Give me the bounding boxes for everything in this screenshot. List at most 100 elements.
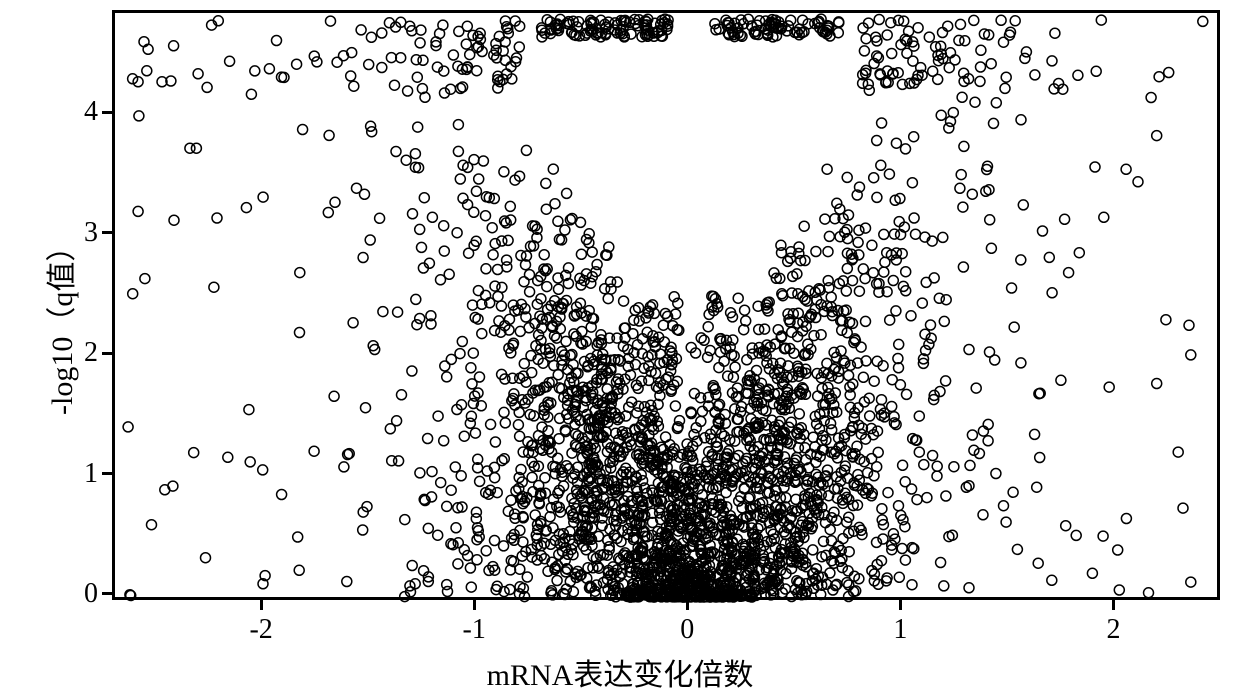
data-point [466, 411, 476, 421]
data-point [474, 532, 484, 542]
data-point [451, 523, 461, 533]
data-point [407, 561, 417, 571]
y-tick-label: 0 [68, 578, 98, 610]
data-point [1184, 320, 1194, 330]
y-tick [102, 231, 112, 234]
data-point [891, 138, 901, 148]
data-point [861, 34, 871, 44]
data-point [872, 136, 882, 146]
data-point [294, 565, 304, 575]
data-point [561, 336, 571, 346]
data-point [986, 59, 996, 69]
data-point [867, 566, 877, 576]
data-point [1061, 521, 1071, 531]
data-point [1091, 66, 1101, 76]
x-tick [260, 600, 263, 610]
x-tick-label: 0 [680, 614, 694, 646]
data-point [417, 242, 427, 252]
data-point [941, 491, 951, 501]
data-point [1016, 115, 1026, 125]
data-point [894, 339, 904, 349]
data-point [961, 482, 971, 492]
data-point [1096, 15, 1106, 25]
data-point [867, 240, 877, 250]
data-point [733, 293, 743, 303]
data-point [541, 178, 551, 188]
data-point [912, 495, 922, 505]
data-point [703, 352, 713, 362]
data-point [902, 389, 912, 399]
x-tick-label: -1 [463, 614, 486, 646]
data-point [944, 123, 954, 133]
data-point [632, 408, 642, 418]
data-point [272, 36, 282, 46]
data-point [976, 62, 986, 72]
data-point [466, 363, 476, 373]
data-point [147, 520, 157, 530]
data-point [869, 173, 879, 183]
data-point [490, 437, 500, 447]
data-point [349, 81, 359, 91]
data-point [826, 292, 836, 302]
data-point [1186, 577, 1196, 587]
data-point [201, 553, 211, 563]
data-point [454, 26, 464, 36]
data-point [894, 501, 904, 511]
data-point [970, 97, 980, 107]
data-point [728, 372, 738, 382]
data-point [457, 337, 467, 347]
data-point [391, 147, 401, 157]
data-point [823, 382, 833, 392]
data-point [410, 149, 420, 159]
data-point [1074, 248, 1084, 258]
data-point [804, 286, 814, 296]
data-point [1000, 83, 1010, 93]
data-point [911, 229, 921, 239]
data-point [521, 145, 531, 155]
data-point [468, 348, 478, 358]
data-point [554, 284, 564, 294]
data-point [816, 590, 826, 600]
data-point [983, 436, 993, 446]
data-point [932, 471, 942, 481]
data-point [1047, 288, 1057, 298]
data-point [985, 215, 995, 225]
data-point [365, 235, 375, 245]
data-point [481, 546, 491, 556]
data-point [936, 110, 946, 120]
data-point [991, 469, 1001, 479]
data-point [503, 506, 513, 516]
data-point [909, 132, 919, 142]
data-point [1047, 575, 1057, 585]
data-point [123, 422, 133, 432]
data-point [938, 232, 948, 242]
data-point [550, 199, 560, 209]
data-point [860, 274, 870, 284]
data-point [352, 183, 362, 193]
data-point [1071, 530, 1081, 540]
x-tick [686, 600, 689, 610]
data-point [1198, 16, 1208, 26]
data-point [486, 419, 496, 429]
data-point [799, 221, 809, 231]
data-point [348, 318, 358, 328]
data-point [133, 206, 143, 216]
data-point [858, 264, 868, 274]
data-point [469, 155, 479, 165]
data-point [473, 314, 483, 324]
data-point [488, 250, 498, 260]
data-point [969, 15, 979, 25]
data-point [1144, 588, 1154, 598]
data-point [854, 225, 864, 235]
data-point [901, 267, 911, 277]
data-point [427, 212, 437, 222]
data-point [323, 208, 333, 218]
data-point [292, 59, 302, 69]
data-point [794, 409, 804, 419]
data-point [824, 231, 834, 241]
data-point [212, 213, 222, 223]
data-point [515, 564, 525, 574]
x-tick-label: -2 [249, 614, 272, 646]
data-point [128, 289, 138, 299]
data-point [900, 522, 910, 532]
